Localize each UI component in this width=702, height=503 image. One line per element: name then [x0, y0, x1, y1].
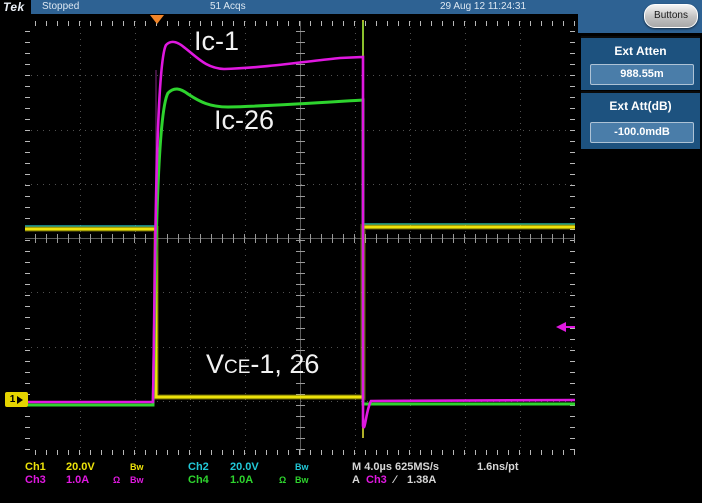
trigger-position-icon [150, 15, 164, 24]
ch3-ohm-icon: Ω [113, 475, 121, 485]
timebase-readout: M 4.0µs 625MS/s [352, 461, 440, 473]
ch2-scale: 20.0V [230, 461, 259, 473]
top-status-bar: Stopped 51 Acqs 29 Aug 12 11:24:31 [31, 0, 702, 14]
ext-att-db-panel: Ext Att(dB) -100.0mdB [581, 91, 700, 149]
ch4-ohm-icon: Ω [279, 475, 287, 485]
label-ic26: Ic-26 [214, 105, 275, 135]
center-vertical-axis [296, 21, 305, 455]
ch4-scale: 1.0A [230, 474, 254, 486]
acquisition-count: 51 Acqs [210, 1, 246, 12]
ch4-label: Ch4 [188, 474, 209, 486]
buttons-button[interactable]: Buttons [644, 4, 698, 28]
ch4-bandwidth-icon: Bw [295, 475, 309, 485]
ch1-scale: 20.0V [66, 461, 95, 473]
ext-atten-panel: Ext Atten 988.55m [581, 36, 700, 90]
ch1-ground-marker: 1 [5, 392, 28, 407]
ch2-bandwidth-icon: Bw [295, 462, 309, 472]
trigger-mode: A [352, 474, 360, 486]
ch1-bandwidth-icon: Bw [130, 462, 144, 472]
ext-atten-value[interactable]: 988.55m [590, 64, 694, 85]
tek-logo: Tek [3, 0, 25, 14]
ch3-scale: 1.0A [66, 474, 90, 486]
datetime: 29 Aug 12 11:24:31 [440, 1, 527, 12]
label-vce: Vce-1, 26 [206, 349, 320, 379]
ch3-trigger-level-tail [566, 326, 575, 328]
ext-att-db-label: Ext Att(dB) [609, 99, 672, 113]
trace-ic1 [25, 40, 576, 429]
ch3-trigger-level-icon [556, 322, 566, 332]
ch3-bandwidth-icon: Bw [130, 475, 144, 485]
trigger-level: 1.38A [407, 474, 437, 486]
ch3-label: Ch3 [25, 474, 46, 486]
trigger-slope-icon: ∕ [394, 474, 396, 486]
top-right-bar: Buttons [578, 0, 702, 33]
right-arrow-icon [17, 395, 24, 404]
ext-att-db-value[interactable]: -100.0mdB [590, 122, 694, 143]
sample-resolution: 1.6ns/pt [477, 461, 519, 473]
label-ic1: Ic-1 [194, 26, 240, 56]
trace-vce1 [25, 225, 575, 399]
ch1-label: Ch1 [25, 461, 46, 473]
ext-atten-label: Ext Atten [614, 44, 667, 58]
acquisition-status: Stopped [42, 1, 80, 12]
ch2-label: Ch2 [188, 461, 209, 473]
trigger-source: Ch3 [366, 474, 387, 486]
